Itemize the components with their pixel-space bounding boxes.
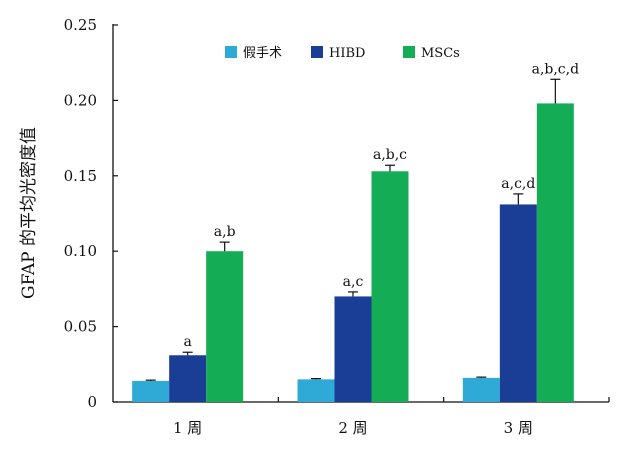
x-tick-label: 1 周 [173, 419, 202, 437]
y-axis: 0 0.05 0.10 0.15 0.20 0.25 [64, 16, 118, 411]
data-label: a,c,d [501, 176, 535, 192]
bar [206, 251, 244, 402]
x-tick-label: 3 周 [504, 419, 533, 437]
legend: 假手术 HIBD MSCs [225, 46, 460, 61]
bars: a a,b a,c a,b,c a,c,d a,b,c,d [132, 61, 579, 402]
legend-swatch [311, 46, 323, 58]
x-tick-label: 2 周 [338, 419, 367, 437]
bar [334, 296, 372, 402]
y-tick-label: 0.10 [64, 242, 97, 260]
x-axis: 1 周 2 周 3 周 [113, 397, 610, 437]
data-label: a [183, 334, 191, 350]
y-tick-label: 0.20 [64, 91, 97, 109]
bar [169, 355, 207, 402]
data-label: a,b,c [373, 147, 407, 163]
legend-swatch [225, 46, 237, 58]
data-label: a,c [343, 274, 364, 290]
y-tick-label: 0.25 [64, 16, 97, 34]
bar [499, 204, 537, 402]
y-tick-label: 0.05 [64, 318, 97, 336]
bar [371, 171, 409, 402]
legend-swatch [403, 46, 415, 58]
data-label: a,b,c,d [532, 61, 580, 77]
y-tick-label: 0.15 [64, 167, 97, 185]
legend-label: 假手术 [243, 46, 282, 61]
y-axis-label: GFAP 的平均光密度值 [19, 127, 39, 299]
bar [536, 103, 574, 402]
y-tick-label: 0 [87, 393, 97, 411]
bar [297, 379, 335, 402]
data-label: a,b [214, 224, 236, 240]
legend-label: MSCs [421, 46, 460, 61]
legend-label: HIBD [329, 46, 365, 61]
bar [462, 377, 500, 402]
bar [132, 380, 170, 402]
